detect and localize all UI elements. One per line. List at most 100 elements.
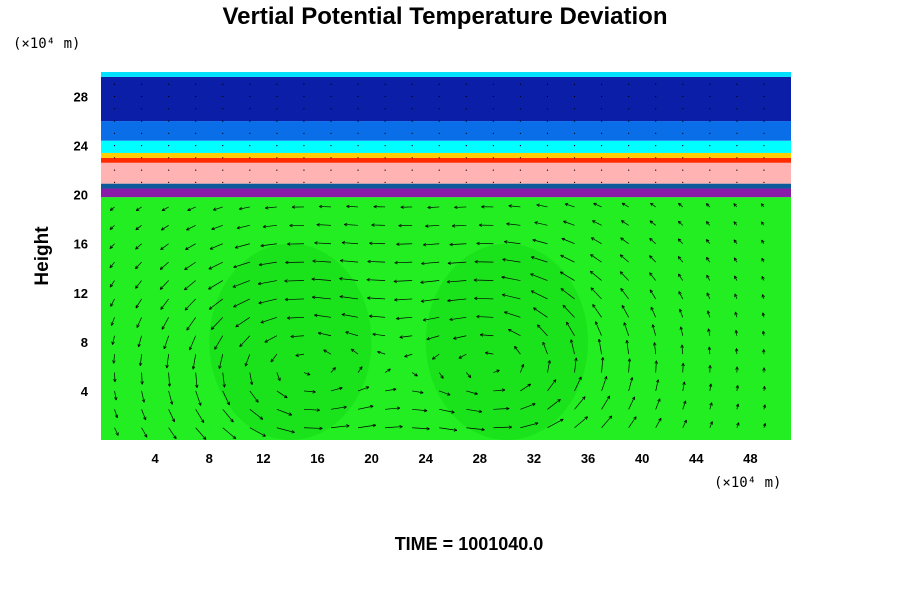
- vector-dot: [384, 145, 386, 147]
- vector-arrow: [547, 398, 561, 410]
- vector-dot: [168, 145, 170, 147]
- vector-arrow: [559, 271, 575, 281]
- vector-arrow: [520, 383, 532, 392]
- x-tick-label: 48: [743, 451, 757, 466]
- vector-arrow: [438, 372, 444, 379]
- vector-dot: [519, 145, 522, 147]
- vector-dot: [357, 132, 359, 134]
- vector-dot: [655, 108, 657, 110]
- vector-arrow: [135, 243, 142, 250]
- vector-dot: [465, 181, 467, 183]
- vector-arrow: [530, 273, 548, 281]
- vector-dot: [573, 169, 576, 171]
- vector-dot: [113, 132, 116, 134]
- vector-dot: [682, 83, 684, 85]
- vector-arrow: [369, 314, 386, 318]
- vector-dot: [465, 83, 467, 85]
- vector-dot: [736, 83, 738, 85]
- vector-arrow: [619, 254, 629, 263]
- vector-dot: [763, 132, 765, 134]
- vector-arrow: [249, 427, 266, 437]
- vector-dot: [195, 132, 197, 134]
- vector-arrow: [653, 342, 657, 355]
- vector-dot: [709, 108, 711, 110]
- vector-arrow: [420, 280, 440, 284]
- vector-arrow: [735, 403, 740, 410]
- vector-arrow: [439, 408, 455, 414]
- vector-dot: [546, 181, 549, 183]
- heatmap-layer-0: [101, 197, 791, 440]
- vector-arrow: [649, 220, 656, 226]
- vector-arrow: [501, 293, 521, 300]
- vector-dot: [492, 145, 494, 147]
- vector-arrow: [574, 376, 582, 392]
- vector-arrow: [705, 239, 711, 244]
- vector-dot: [573, 181, 576, 183]
- vector-arrow: [110, 317, 115, 326]
- vector-arrow: [466, 427, 485, 432]
- vector-dot: [655, 95, 657, 98]
- vector-arrow: [420, 298, 440, 303]
- vector-arrow: [140, 372, 144, 385]
- vector-arrow: [394, 261, 413, 265]
- vector-dot: [438, 95, 440, 98]
- vector-dot: [276, 145, 278, 147]
- vector-arrow: [655, 398, 661, 410]
- vector-arrow: [284, 279, 304, 283]
- vector-dot: [276, 83, 278, 85]
- vector-arrow: [708, 383, 713, 391]
- vector-dot: [600, 169, 603, 171]
- vector-arrow: [141, 427, 148, 438]
- vector-arrow: [625, 340, 629, 355]
- vector-arrow: [493, 406, 510, 411]
- vector-arrow: [195, 372, 199, 388]
- vector-arrow: [270, 353, 278, 363]
- vector-dot: [546, 169, 549, 171]
- vector-arrow: [677, 220, 684, 226]
- y-axis-label: Height: [32, 226, 53, 286]
- vector-dot: [573, 108, 576, 110]
- vector-dot: [411, 83, 413, 85]
- vector-dot: [736, 169, 738, 171]
- vector-arrow: [167, 372, 172, 387]
- vector-arrow: [109, 261, 115, 269]
- vector-dot: [384, 157, 386, 159]
- vector-dot: [492, 169, 494, 171]
- vector-arrow: [449, 242, 467, 247]
- vector-dot: [330, 108, 332, 110]
- heatmap-layer-6: [101, 140, 791, 153]
- heatmap-layers: [101, 72, 791, 440]
- vector-arrow: [651, 324, 657, 336]
- vector-dot: [763, 157, 765, 159]
- vector-arrow: [314, 313, 332, 318]
- vector-arrow: [478, 223, 494, 227]
- vector-dot: [573, 83, 576, 85]
- vector-arrow: [232, 280, 250, 288]
- vector-arrow: [135, 225, 142, 231]
- vector-arrow: [412, 408, 428, 413]
- vector-arrow: [735, 366, 739, 373]
- vector-dot: [222, 145, 224, 147]
- vector-dot: [249, 108, 251, 110]
- vector-dot: [168, 108, 170, 110]
- x-tick-label: 12: [256, 451, 270, 466]
- vector-arrow: [208, 298, 223, 310]
- vector-dot: [384, 95, 386, 98]
- vector-arrow: [218, 354, 224, 369]
- vector-arrow: [257, 280, 277, 286]
- vector-arrow: [289, 223, 304, 228]
- vector-arrow: [358, 423, 376, 429]
- vector-arrow: [679, 308, 684, 318]
- vector-arrow: [733, 221, 738, 226]
- vector-arrow: [186, 225, 196, 231]
- vector-arrow: [399, 335, 413, 339]
- x-tick-label: 40: [635, 451, 649, 466]
- vector-dot: [195, 157, 197, 159]
- vector-arrow: [542, 341, 548, 355]
- vector-dot: [438, 157, 440, 159]
- vector-arrow: [340, 259, 359, 263]
- vector-arrow: [706, 256, 711, 263]
- vector-dot: [492, 108, 494, 110]
- vector-arrow: [620, 288, 629, 300]
- vector-arrow: [412, 390, 424, 395]
